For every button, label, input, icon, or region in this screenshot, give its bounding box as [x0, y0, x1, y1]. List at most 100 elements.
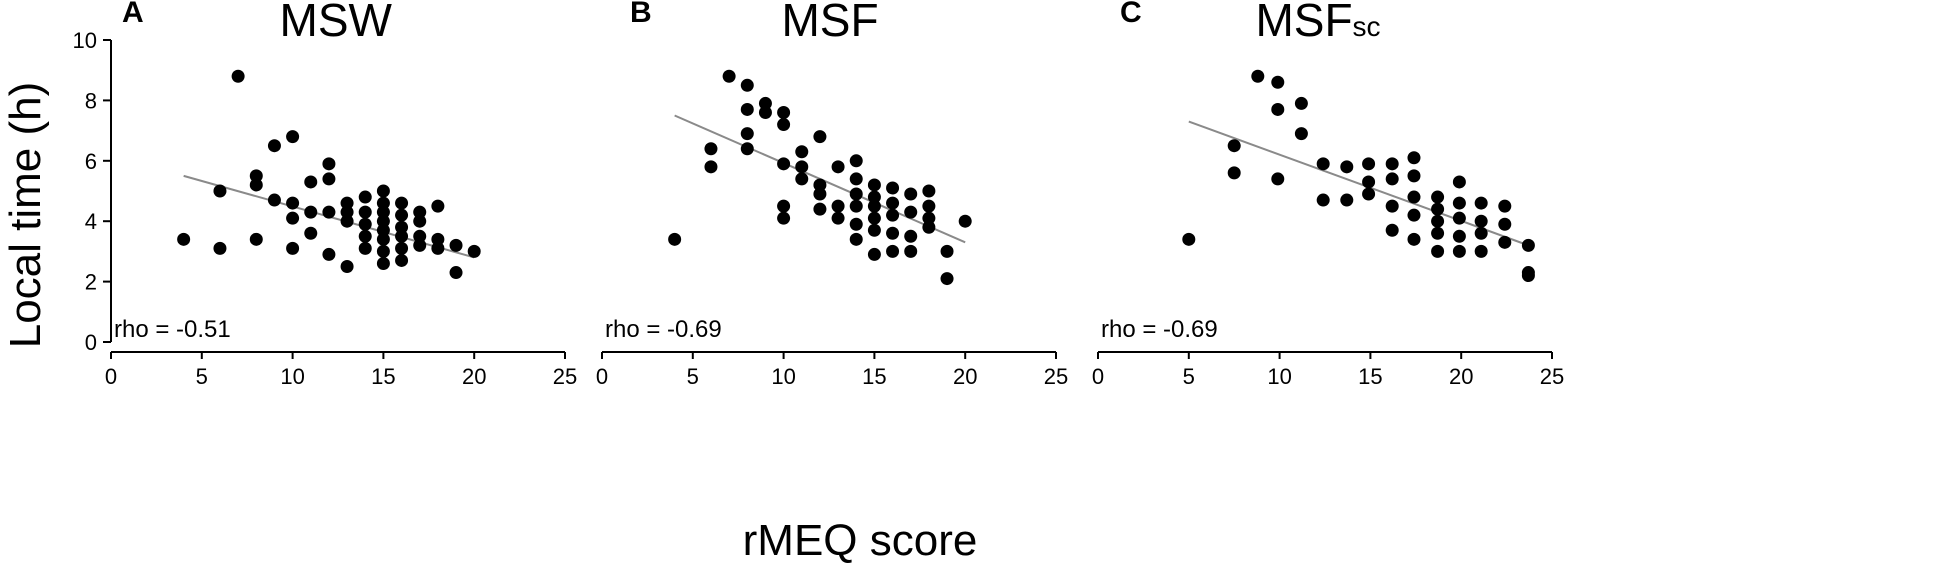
data-point	[286, 130, 300, 144]
x-tick-label: 5	[196, 364, 208, 389]
data-point	[704, 160, 718, 174]
data-point	[795, 145, 809, 159]
data-point	[395, 253, 409, 267]
x-axis-title: rMEQ score	[743, 516, 978, 565]
data-point	[1294, 96, 1308, 110]
data-point	[431, 241, 445, 255]
data-point	[1251, 69, 1265, 83]
data-point	[413, 205, 427, 219]
data-point	[1294, 127, 1308, 141]
y-tick-label: 8	[85, 88, 97, 113]
data-point	[1340, 193, 1354, 207]
data-point	[1474, 244, 1488, 258]
rho-annotation: rho = -0.69	[605, 316, 722, 343]
x-tick-label: 25	[1044, 364, 1068, 389]
data-point	[213, 241, 227, 255]
data-point	[813, 178, 827, 192]
x-tick-label: 20	[953, 364, 977, 389]
y-tick-label: 6	[85, 149, 97, 174]
x-tick-label: 10	[280, 364, 304, 389]
data-point	[758, 105, 772, 119]
x-tick-label: 15	[862, 364, 886, 389]
data-point	[395, 196, 409, 210]
data-point	[904, 229, 918, 243]
data-point	[395, 208, 409, 222]
data-point	[358, 229, 372, 243]
data-point	[358, 217, 372, 231]
data-point	[1474, 214, 1488, 228]
data-point	[376, 196, 390, 210]
panel-title-main: MSW	[280, 0, 393, 46]
data-point	[1452, 196, 1466, 210]
data-point	[867, 223, 881, 237]
data-point	[1385, 172, 1399, 186]
data-point	[376, 214, 390, 228]
data-point	[1407, 169, 1421, 183]
data-point	[431, 199, 445, 213]
data-point	[1407, 208, 1421, 222]
data-point	[413, 214, 427, 228]
data-point	[904, 187, 918, 201]
data-point	[740, 78, 754, 92]
data-point	[813, 202, 827, 216]
x-tick-label: 10	[771, 364, 795, 389]
x-tick-label: 15	[371, 364, 395, 389]
data-point	[1452, 244, 1466, 258]
data-point	[922, 184, 936, 198]
trend-line	[1188, 120, 1529, 247]
data-point	[849, 232, 863, 246]
data-point	[1362, 175, 1376, 189]
data-point	[304, 226, 318, 240]
data-point	[304, 205, 318, 219]
data-point	[286, 196, 300, 210]
panel-b: B MSF 0 5 10 15 20 25 rho = -0.69	[596, 0, 1068, 389]
panel-title: MSFsc	[1255, 0, 1380, 46]
x-tick-label: 25	[553, 364, 577, 389]
data-point	[1362, 187, 1376, 201]
data-point	[1316, 193, 1330, 207]
data-point	[1498, 199, 1512, 213]
data-point	[777, 157, 791, 171]
data-point	[958, 214, 972, 228]
data-point	[286, 241, 300, 255]
data-point	[904, 244, 918, 258]
data-point	[376, 232, 390, 246]
data-point	[1227, 139, 1241, 153]
data-point	[777, 211, 791, 225]
data-point	[1407, 190, 1421, 204]
data-point	[340, 196, 354, 210]
data-point	[777, 118, 791, 132]
data-point	[849, 217, 863, 231]
data-point	[395, 220, 409, 234]
data-point	[267, 139, 281, 153]
data-point	[722, 69, 736, 83]
data-point	[740, 127, 754, 141]
data-point	[322, 172, 336, 186]
data-point	[376, 244, 390, 258]
panel-title: MSW	[280, 0, 393, 46]
data-point	[395, 241, 409, 255]
data-point	[867, 178, 881, 192]
data-point	[1362, 157, 1376, 171]
data-point	[1271, 102, 1285, 116]
data-point	[831, 160, 845, 174]
x-tick-label: 10	[1267, 364, 1291, 389]
data-point	[1498, 235, 1512, 249]
data-point	[758, 96, 772, 110]
data-point	[922, 220, 936, 234]
data-point	[358, 190, 372, 204]
panel-title: MSF	[781, 0, 878, 46]
data-point	[177, 232, 191, 246]
y-tick-label: 0	[85, 330, 97, 355]
data-point	[777, 199, 791, 213]
data-point	[1271, 75, 1285, 89]
data-point	[1521, 269, 1535, 283]
data-point	[1385, 157, 1399, 171]
data-point	[376, 223, 390, 237]
x-tick-label: 20	[1449, 364, 1473, 389]
data-point	[286, 211, 300, 225]
data-point	[831, 199, 845, 213]
panel-letter: A	[122, 0, 144, 29]
data-point	[249, 232, 263, 246]
data-point	[322, 205, 336, 219]
